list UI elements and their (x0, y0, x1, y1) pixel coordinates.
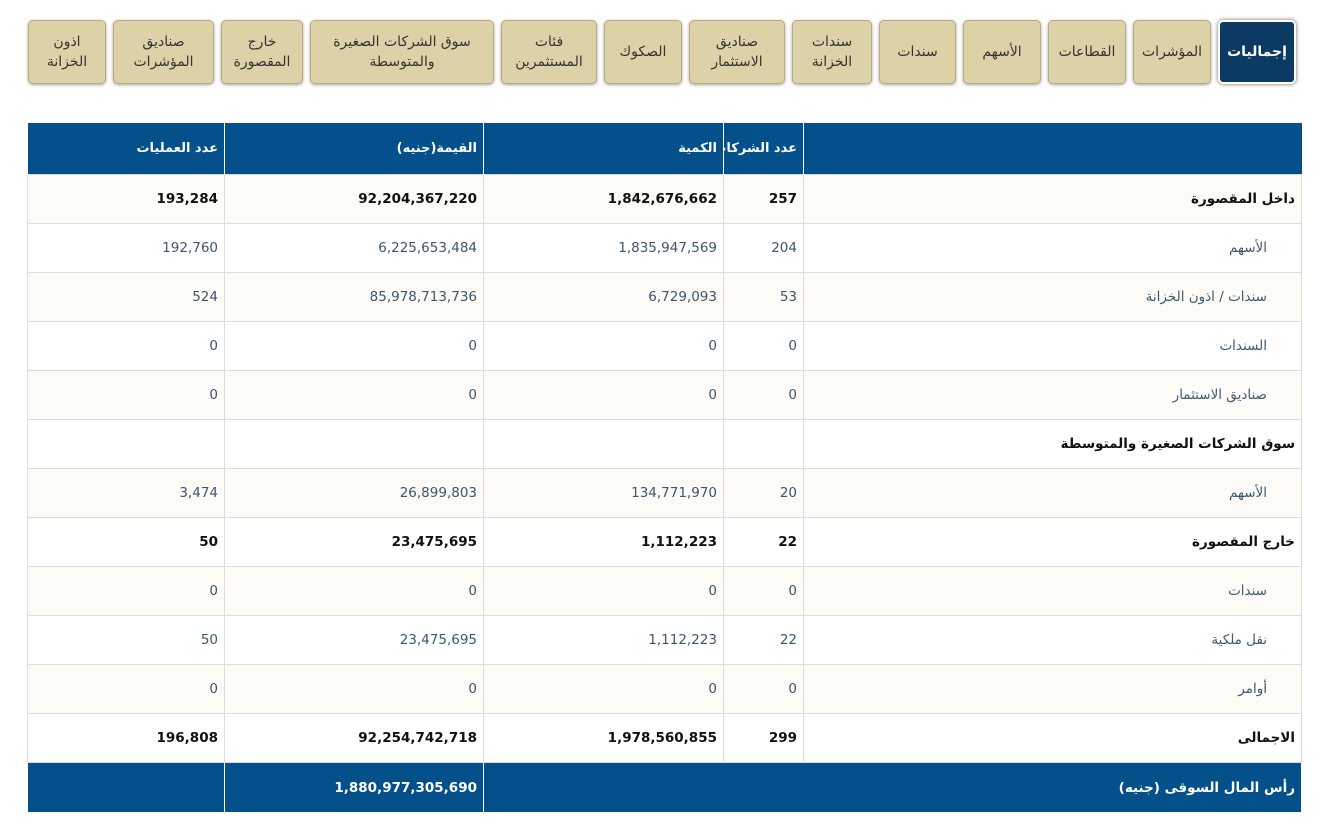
cell: 0 (27, 321, 225, 371)
cell: 6,729,093 (483, 272, 724, 322)
cell: 257 (723, 174, 804, 224)
cell: 134,771,970 (483, 468, 724, 518)
tab[interactable]: فئات المستثمرين (501, 20, 597, 84)
footer-row: رأس المال السوقى (جنيه) 1,880,977,305,69… (27, 762, 1302, 812)
cell: 26,899,803 (224, 468, 484, 518)
tab[interactable]: الصكوك (604, 20, 682, 84)
footer-value: 1,880,977,305,690 (224, 762, 484, 812)
cell: 22 (723, 615, 804, 665)
row-label: أوامر (803, 664, 1302, 714)
table-row: سندات / اذون الخزانة 53 6,729,093 85,978,71… (27, 272, 1302, 322)
cell (483, 419, 724, 469)
footer-label: رأس المال السوقى (جنيه) (483, 762, 1302, 812)
row-label: صناديق الاستثمار (803, 370, 1302, 420)
row-label: داخل المقصورة (803, 174, 1302, 224)
header-cell: عدد الشركات (723, 123, 804, 175)
cell: 0 (224, 664, 484, 714)
cell: 0 (224, 566, 484, 616)
cell: 1,978,560,855 (483, 713, 724, 763)
row-label: خارج المقصورة (803, 517, 1302, 567)
tab[interactable]: خارج المقصورة (221, 20, 303, 84)
cell: 0 (483, 370, 724, 420)
cell: 6,225,653,484 (224, 223, 484, 273)
cell: 0 (224, 370, 484, 420)
table-row: الأسهم 204 1,835,947,569 6,225,653,484 192,7… (27, 223, 1302, 273)
tab[interactable]: الأسهم (963, 20, 1041, 84)
header-cell: الكمية (483, 123, 724, 175)
tab-bar: إجماليات المؤشرات القطاعات الأسهم سندات سندات… (28, 20, 1296, 84)
cell: 20 (723, 468, 804, 518)
cell: 1,842,676,662 (483, 174, 724, 224)
cell: 524 (27, 272, 225, 322)
cell: 0 (27, 370, 225, 420)
cell: 1,835,947,569 (483, 223, 724, 273)
cell: 50 (27, 517, 225, 567)
summary-table: عدد الشركاتالكميةالقيمة(جنيه)عدد العمليا… (27, 123, 1302, 812)
cell: 22 (723, 517, 804, 567)
cell: 92,204,367,220 (224, 174, 484, 224)
header-cell (803, 123, 1302, 175)
table-row: سوق الشركات الصغيرة والمتوسطة (27, 419, 1302, 469)
tab[interactable]: سندات (879, 20, 956, 84)
cell: 0 (27, 664, 225, 714)
cell: 204 (723, 223, 804, 273)
tab[interactable]: المؤشرات (1133, 20, 1211, 84)
row-label: سوق الشركات الصغيرة والمتوسطة (803, 419, 1302, 469)
header-cell: القيمة(جنيه) (224, 123, 484, 175)
tab[interactable]: إجماليات (1218, 20, 1296, 84)
cell: 0 (224, 321, 484, 371)
tab[interactable]: صناديق الاستثمار (689, 20, 785, 84)
footer-empty (27, 762, 225, 812)
cell: 92,254,742,718 (224, 713, 484, 763)
table-row: الاجمالى 299 1,978,560,855 92,254,742,718 19… (27, 713, 1302, 763)
cell (723, 419, 804, 469)
cell: 193,284 (27, 174, 225, 224)
cell: 1,112,223 (483, 615, 724, 665)
cell (27, 419, 225, 469)
table-row: السندات 0 0 0 0 (27, 321, 1302, 371)
table-row: صناديق الاستثمار 0 0 0 0 (27, 370, 1302, 420)
row-label: الأسهم (803, 468, 1302, 518)
cell: 299 (723, 713, 804, 763)
table-row: سندات 0 0 0 0 (27, 566, 1302, 616)
row-label: الاجمالى (803, 713, 1302, 763)
header-row: عدد الشركاتالكميةالقيمة(جنيه)عدد العمليا… (27, 123, 1302, 175)
cell: 0 (27, 566, 225, 616)
tab[interactable]: القطاعات (1048, 20, 1126, 84)
cell: 0 (723, 566, 804, 616)
cell: 0 (483, 566, 724, 616)
cell: 0 (483, 664, 724, 714)
cell: 1,112,223 (483, 517, 724, 567)
tab[interactable]: سندات الخزانة (792, 20, 872, 84)
cell: 0 (723, 321, 804, 371)
row-label: السندات (803, 321, 1302, 371)
row-label: سندات (803, 566, 1302, 616)
cell: 23,475,695 (224, 615, 484, 665)
row-label: سندات / اذون الخزانة (803, 272, 1302, 322)
tab[interactable]: اذون الخزانة (28, 20, 106, 84)
cell: 85,978,713,736 (224, 272, 484, 322)
header-cell: عدد العمليات (27, 123, 225, 175)
row-label: الأسهم (803, 223, 1302, 273)
cell: 23,475,695 (224, 517, 484, 567)
row-label: نقل ملكية (803, 615, 1302, 665)
table-row: نقل ملكية 22 1,112,223 23,475,695 50 (27, 615, 1302, 665)
cell (224, 419, 484, 469)
cell: 3,474 (27, 468, 225, 518)
cell: 50 (27, 615, 225, 665)
cell: 53 (723, 272, 804, 322)
cell: 196,808 (27, 713, 225, 763)
cell: 192,760 (27, 223, 225, 273)
tab[interactable]: سوق الشركات الصغيرة والمتوسطة (310, 20, 494, 84)
cell: 0 (723, 664, 804, 714)
table-row: أوامر 0 0 0 0 (27, 664, 1302, 714)
cell: 0 (483, 321, 724, 371)
table-row: خارج المقصورة 22 1,112,223 23,475,695 50 (27, 517, 1302, 567)
table-row: داخل المقصورة 257 1,842,676,662 92,204,367,… (27, 174, 1302, 224)
cell: 0 (723, 370, 804, 420)
tab[interactable]: صناديق المؤشرات (113, 20, 214, 84)
table-row: الأسهم 20 134,771,970 26,899,803 3,474 (27, 468, 1302, 518)
